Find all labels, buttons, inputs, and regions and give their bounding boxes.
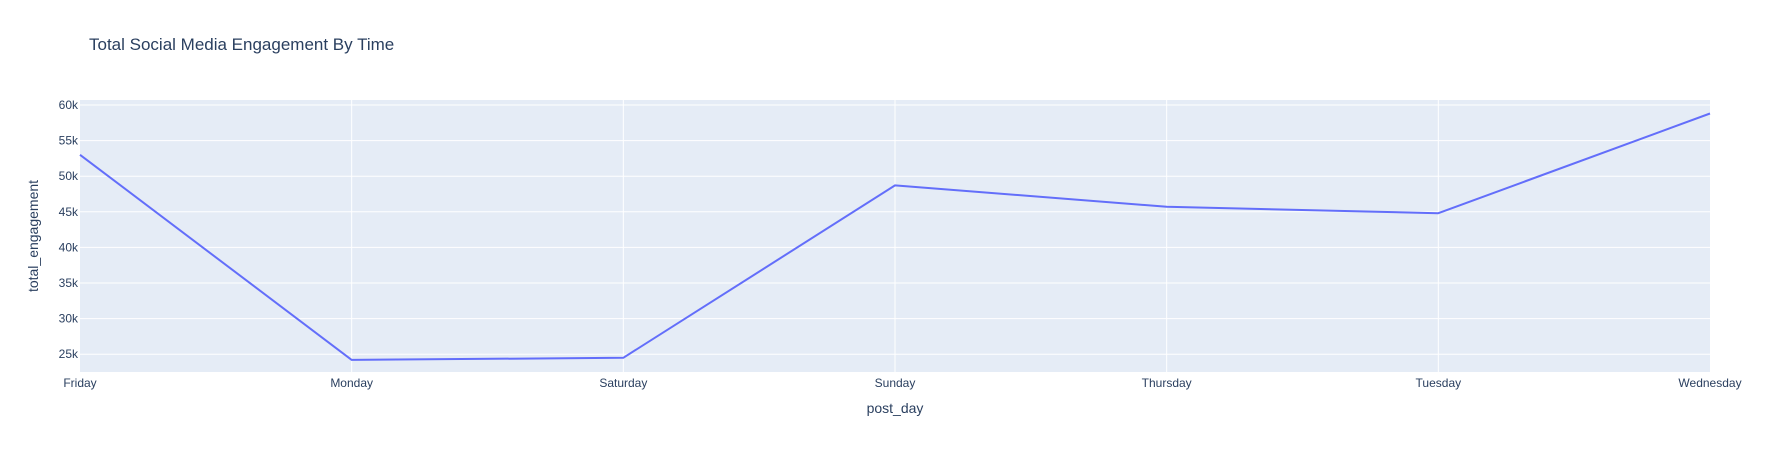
x-tick-label: Wednesday — [1678, 376, 1741, 390]
x-tick-label: Sunday — [875, 376, 916, 390]
x-tick-label: Monday — [330, 376, 373, 390]
x-tick-label: Friday — [63, 376, 96, 390]
y-tick-label: 55k — [59, 134, 79, 148]
y-tick-label: 30k — [59, 312, 79, 326]
x-axis-title: post_day — [867, 400, 924, 416]
y-tick-label: 60k — [59, 98, 79, 112]
y-tick-labels: 25k 30k 35k 40k 45k 50k 55k 60k — [59, 98, 79, 361]
x-tick-label: Tuesday — [1416, 376, 1462, 390]
x-gridlines — [351, 100, 1439, 372]
y-tick-label: 50k — [59, 169, 79, 183]
y-tick-label: 25k — [59, 347, 79, 361]
y-tick-label: 40k — [59, 240, 79, 254]
y-axis-title: total_engagement — [25, 180, 41, 292]
x-tick-label: Thursday — [1142, 376, 1192, 390]
series-layer — [79, 112, 1711, 361]
x-tick-labels: Friday Monday Saturday Sunday Thursday Tuesda… — [63, 376, 1741, 390]
chart-title: Total Social Media Engagement By Time — [89, 35, 394, 54]
y-tick-label: 45k — [59, 205, 79, 219]
x-tick-label: Saturday — [599, 376, 647, 390]
series-line — [79, 112, 1711, 361]
y-tick-label: 35k — [59, 276, 79, 290]
